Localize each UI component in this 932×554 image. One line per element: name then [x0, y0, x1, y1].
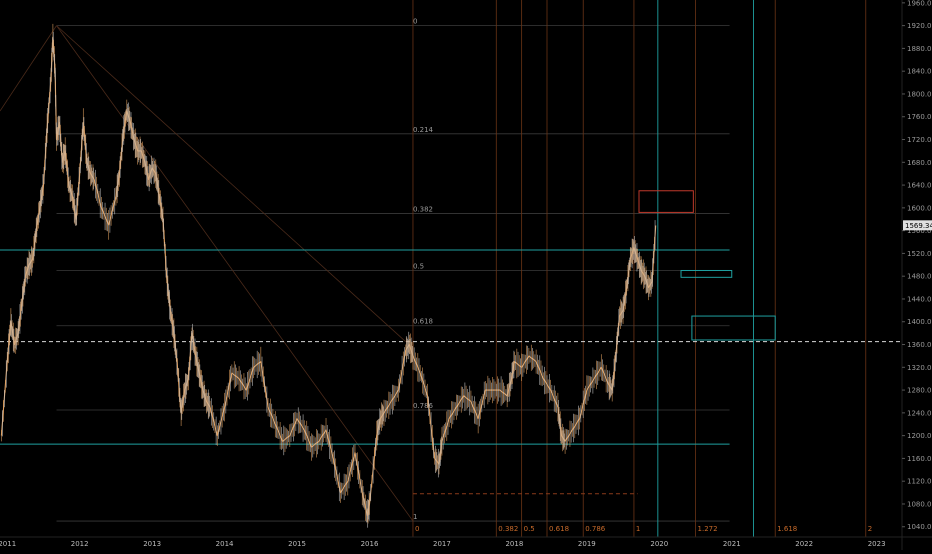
last-price-badge — [903, 220, 932, 231]
price-tick-label: 1920.00 — [907, 22, 932, 30]
fib-level-label: 0.5 — [413, 262, 424, 270]
price-tick-label: 1040.00 — [907, 523, 932, 531]
price-tick-label: 1840.00 — [907, 68, 932, 76]
price-tick-label: 1760.00 — [907, 113, 932, 121]
last-price-marker: 1569.34 — [903, 220, 932, 231]
price-tick-label: 1440.00 — [907, 295, 932, 303]
price-tick-label: 1080.00 — [907, 500, 932, 508]
diagonal-line — [56, 25, 414, 522]
time-tick-label: 2022 — [795, 540, 813, 548]
price-tick-label: 1720.00 — [907, 136, 932, 144]
time-tick-label: 2014 — [216, 540, 234, 548]
price-tick-label: 1520.00 — [907, 250, 932, 258]
price-tick-label: 1960.00 — [907, 0, 932, 7]
price-axis-background — [902, 0, 932, 550]
horizontal-levels — [0, 249, 902, 495]
time-tick-label: 2018 — [505, 540, 523, 548]
diagonal-line — [56, 25, 406, 342]
price-tick-label: 1680.00 — [907, 159, 932, 167]
price-tick-label: 1600.00 — [907, 204, 932, 212]
time-axis[interactable]: 2011 2012 2013 2014 2015 2016 2017 2018 2019 2020… — [0, 536, 932, 548]
price-tick-label: 1120.00 — [907, 478, 932, 486]
last-price-label: 1569.34 — [905, 222, 932, 230]
time-tick-label: 2017 — [433, 540, 451, 548]
time-tick-label: 2013 — [143, 540, 161, 548]
price-tick-label: 1880.00 — [907, 45, 932, 53]
fibonacci-time-zones: 0 0.382 0.5 0.618 0.786 1 1.272 1.618 2 — [412, 0, 872, 537]
price-tick-label: 1200.00 — [907, 432, 932, 440]
target-zone-box — [638, 190, 694, 213]
fibonacci-retracement: 0 0.214 0.382 0.5 0.618 0.786 1 — [56, 18, 730, 522]
time-tick-label: 2019 — [578, 540, 596, 548]
fib-time-label: 0.786 — [585, 525, 606, 533]
price-tick-label: 1560.00 — [907, 227, 932, 235]
diagonal-trendlines — [0, 25, 414, 522]
time-tick-label: 2021 — [723, 540, 741, 548]
fib-time-label: 1 — [636, 525, 640, 533]
fib-level-label: 1 — [413, 513, 417, 521]
fib-time-label: 1.618 — [777, 525, 797, 533]
fib-level-label: 0.214 — [413, 126, 434, 134]
fib-level-label: 0 — [413, 18, 417, 26]
time-tick-label: 2023 — [868, 540, 886, 548]
time-tick-label: 2011 — [0, 540, 16, 548]
diagonal-line — [0, 25, 57, 112]
price-tick-label: 1280.00 — [907, 387, 932, 395]
fib-time-label: 0 — [415, 525, 419, 533]
fib-time-label: 1.272 — [698, 525, 718, 533]
time-tick-label: 2012 — [71, 540, 89, 548]
price-tick-label: 1240.00 — [907, 409, 932, 417]
time-tick-label: 2020 — [650, 540, 668, 548]
price-axis[interactable]: 1960.00 1920.00 1880.00 1840.00 1800.00 1760.… — [901, 0, 932, 550]
target-zone-box — [691, 315, 776, 341]
time-tick-label: 2015 — [288, 540, 306, 548]
fib-time-label: 0.382 — [498, 525, 518, 533]
price-tick-label: 1360.00 — [907, 341, 932, 349]
price-tick-label: 1160.00 — [907, 455, 932, 463]
fib-time-label: 2 — [868, 525, 872, 533]
price-tick-label: 1640.00 — [907, 182, 932, 190]
time-tick-label: 2016 — [361, 540, 379, 548]
target-zone-box — [680, 269, 733, 278]
fib-level-label: 0.786 — [413, 402, 434, 410]
fib-level-label: 0.382 — [413, 206, 433, 214]
fib-time-label: 0.618 — [549, 525, 569, 533]
price-tick-label: 1800.00 — [907, 90, 932, 98]
price-tick-label: 1320.00 — [907, 364, 932, 372]
target-zones — [638, 190, 776, 341]
price-tick-label: 1400.00 — [907, 318, 932, 326]
price-tick-label: 1480.00 — [907, 273, 932, 281]
price-series — [0, 23, 657, 528]
fib-level-label: 0.618 — [413, 318, 433, 326]
fib-time-label: 0.5 — [524, 525, 535, 533]
